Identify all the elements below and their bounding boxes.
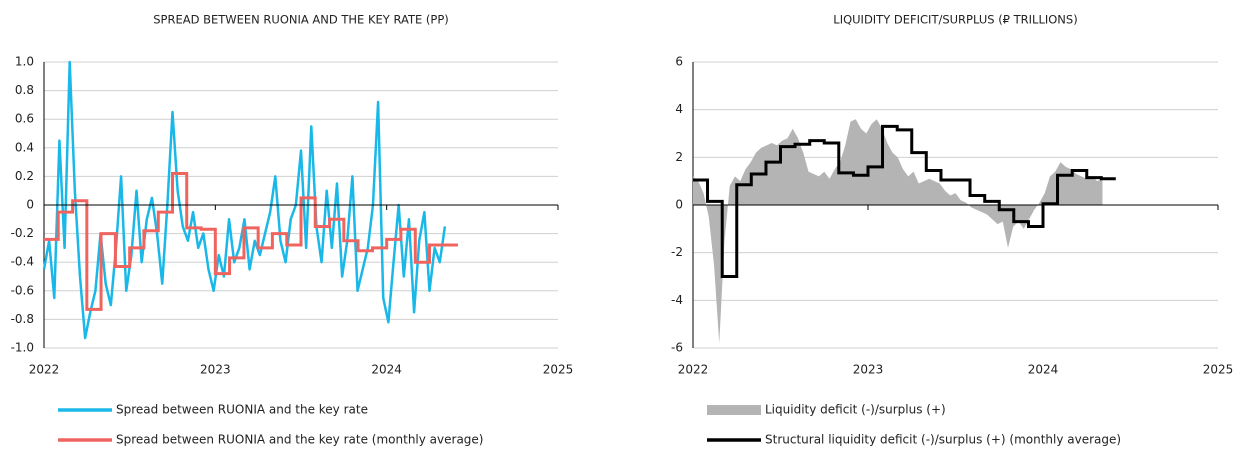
x-tick-label: 2022 <box>678 363 709 377</box>
y-tick-label: 4 <box>675 102 683 116</box>
legend-label: Spread between RUONIA and the key rate (… <box>116 433 483 447</box>
chart-title: LIQUIDITY DEFICIT/SURPLUS (₽ TRILLIONS) <box>833 13 1077 27</box>
x-tick-label: 2024 <box>1028 363 1059 377</box>
area <box>693 119 1103 344</box>
y-tick-label: -0.4 <box>11 255 34 269</box>
legend-label: Structural liquidity deficit (-)/surplus… <box>765 433 1121 447</box>
y-tick-label: -6 <box>671 341 683 355</box>
y-tick-label: -0.2 <box>11 226 34 240</box>
y-tick-label: 0.2 <box>15 169 34 183</box>
y-tick-label: 0 <box>675 198 683 212</box>
legend-swatch <box>707 405 761 415</box>
legend-label: Liquidity deficit (-)/surplus (+) <box>765 403 946 417</box>
x-tick-label: 2023 <box>853 363 884 377</box>
y-tick-label: 0 <box>26 198 34 212</box>
x-tick-label: 2022 <box>29 363 60 377</box>
legend-label: Spread between RUONIA and the key rate <box>116 403 368 417</box>
y-tick-label: 0.6 <box>15 112 34 126</box>
y-tick-label: 2 <box>675 150 683 164</box>
y-tick-label: 6 <box>675 55 683 69</box>
step-line <box>693 124 1116 278</box>
step-line <box>44 172 458 311</box>
chart-title: SPREAD BETWEEN RUONIA AND THE KEY RATE (… <box>153 13 449 27</box>
y-tick-label: 0.8 <box>15 83 34 97</box>
y-tick-label: -0.6 <box>11 283 34 297</box>
y-tick-label: 1.0 <box>15 55 34 69</box>
y-tick-label: -0.8 <box>11 312 34 326</box>
y-tick-label: -2 <box>671 245 683 259</box>
line <box>42 60 447 340</box>
y-tick-label: -4 <box>671 293 683 307</box>
x-tick-label: 2024 <box>371 363 402 377</box>
x-tick-label: 2025 <box>543 363 574 377</box>
y-tick-label: -1.0 <box>11 341 34 355</box>
y-tick-label: 0.4 <box>15 140 34 154</box>
x-tick-label: 2023 <box>200 363 231 377</box>
x-tick-label: 2025 <box>1203 363 1234 377</box>
